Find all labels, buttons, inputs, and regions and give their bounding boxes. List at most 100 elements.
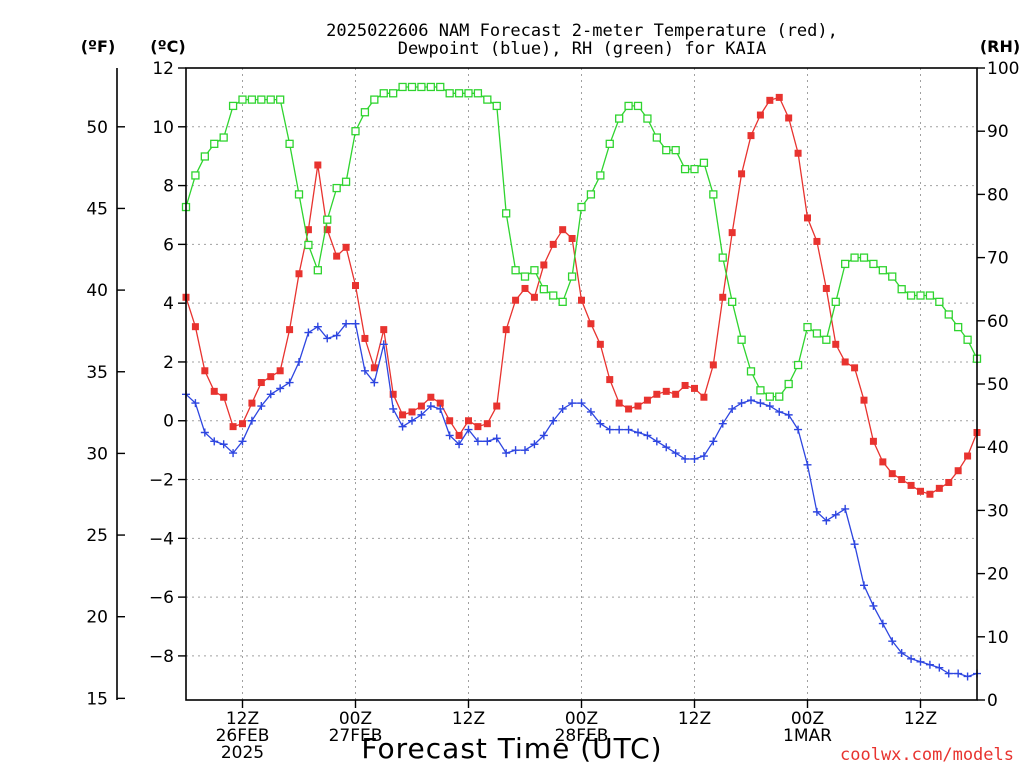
temperature-point xyxy=(860,396,868,404)
dewpoint-point xyxy=(596,419,605,428)
rh-tick-label: 70 xyxy=(987,249,1009,269)
temperature-point xyxy=(662,387,670,395)
rh-point xyxy=(200,152,209,161)
dewpoint-point xyxy=(831,510,840,519)
rh-point xyxy=(841,259,850,269)
temperature-point xyxy=(738,170,746,178)
dewpoint-point xyxy=(492,434,501,443)
temperature-point xyxy=(408,408,416,416)
temperature-point xyxy=(766,96,774,104)
rh-point xyxy=(407,82,417,92)
fahrenheit-tick-label: 25 xyxy=(86,526,108,546)
dewpoint-point xyxy=(511,446,520,455)
temperature-point xyxy=(907,481,915,489)
temperature-point xyxy=(333,252,341,260)
rh-point xyxy=(935,297,944,306)
rh-point xyxy=(737,335,746,344)
dewpoint-point xyxy=(351,319,360,328)
dewpoint-point xyxy=(784,410,793,419)
temperature-point xyxy=(323,226,331,234)
rh-point xyxy=(784,379,793,389)
dewpoint-point xyxy=(295,357,303,366)
dewpoint-point xyxy=(304,328,313,337)
dewpoint-point xyxy=(681,454,690,463)
dewpoint-point xyxy=(200,428,209,437)
temperature-point xyxy=(926,490,934,498)
temperature-point xyxy=(935,484,943,492)
temperature-point xyxy=(446,417,454,425)
temperature-point xyxy=(295,270,303,278)
dewpoint-point xyxy=(869,601,878,610)
rh-unit-label: (RH) xyxy=(980,37,1020,56)
x-tick-label: 00Z xyxy=(791,709,824,729)
temperature-point xyxy=(756,111,764,119)
rh-point xyxy=(765,392,774,401)
temperature-point xyxy=(719,293,727,301)
temperature-point xyxy=(653,390,661,398)
celsius-tick-label: 6 xyxy=(163,235,174,255)
dewpoint-point xyxy=(671,449,680,458)
x-axis-title: Forecast Time (UTC) xyxy=(361,732,662,765)
temperature-point xyxy=(672,390,680,398)
dewpoint-point xyxy=(765,402,774,411)
temperature-point xyxy=(879,458,887,466)
dewpoint-point xyxy=(812,507,821,516)
rh-point xyxy=(822,335,831,344)
dewpoint-point xyxy=(549,416,558,425)
dewpoint-point xyxy=(276,384,285,393)
dewpoint-point xyxy=(229,449,238,458)
dewpoint-point xyxy=(502,449,511,458)
rh-point xyxy=(624,101,633,111)
plot-frame xyxy=(185,67,978,701)
dewpoint-point xyxy=(963,672,972,681)
dewpoint-point xyxy=(360,366,369,375)
rh-point xyxy=(483,95,492,104)
x-tick-label: 00Z xyxy=(339,709,372,729)
temperature-point xyxy=(380,326,388,334)
temperature-point xyxy=(389,390,397,398)
temperature-point xyxy=(210,387,218,395)
temperature-point xyxy=(691,384,698,392)
temperature-point xyxy=(502,326,510,334)
rh-point xyxy=(379,89,388,98)
dewpoint-point xyxy=(925,660,934,669)
temperature-point xyxy=(276,367,284,375)
dewpoint-point xyxy=(445,431,454,440)
dewpoint-point xyxy=(455,440,464,449)
x-tick-label: 26FEB xyxy=(216,726,270,746)
temperature-point xyxy=(540,261,548,269)
rh-point xyxy=(850,253,859,262)
temperature-point xyxy=(229,423,237,431)
rh-point xyxy=(775,392,784,401)
dewpoint-point xyxy=(426,402,435,411)
rh-point xyxy=(454,89,464,98)
dewpoint-point xyxy=(643,431,652,440)
celsius-tick-label: −6 xyxy=(149,588,174,608)
rh-point xyxy=(662,146,671,155)
temperature-point xyxy=(352,282,359,290)
x-tick-label: 12Z xyxy=(904,709,937,729)
dewpoint-point xyxy=(850,540,859,549)
rh-tick-label: 0 xyxy=(987,691,998,711)
temperature-point xyxy=(625,405,633,413)
rh-point xyxy=(341,177,351,186)
dewpoint-point xyxy=(238,437,247,446)
rh-point xyxy=(219,133,228,142)
dewpoint-point xyxy=(323,334,332,343)
dewpoint-point xyxy=(775,407,784,416)
temperature-point xyxy=(615,399,623,407)
celsius-tick-label: 2 xyxy=(163,353,174,373)
dewpoint-point xyxy=(191,399,200,408)
rh-point xyxy=(520,272,530,281)
dewpoint-point xyxy=(521,446,529,455)
rh-point xyxy=(728,297,737,306)
temperature-point xyxy=(483,420,491,428)
fahrenheit-tick-label: 15 xyxy=(86,689,108,709)
dewpoint-point xyxy=(662,443,671,452)
rh-point xyxy=(925,291,935,300)
dewpoint-point xyxy=(916,657,925,666)
dewpoint-point xyxy=(210,437,219,446)
dewpoint-point xyxy=(794,425,803,434)
dewpoint-point xyxy=(389,404,398,413)
dewpoint-point xyxy=(219,440,228,449)
